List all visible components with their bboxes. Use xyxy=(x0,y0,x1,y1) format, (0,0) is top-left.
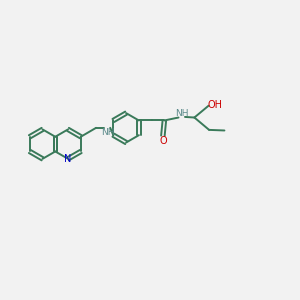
Text: O: O xyxy=(159,136,167,146)
Text: NH: NH xyxy=(175,110,188,118)
Text: OH: OH xyxy=(208,100,223,110)
Text: N: N xyxy=(64,154,72,164)
Text: NH: NH xyxy=(101,128,114,137)
